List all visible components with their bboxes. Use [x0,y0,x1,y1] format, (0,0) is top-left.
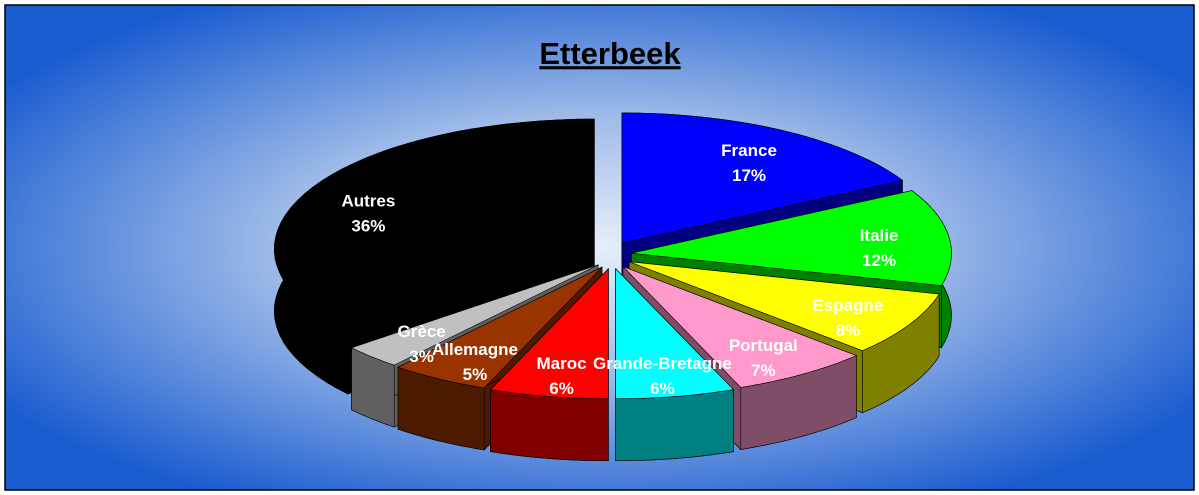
slice [621,112,904,244]
slice [489,268,609,400]
pie [273,112,952,462]
slice-value-label: 17% [732,166,766,185]
slice-label: Espagne [812,296,883,315]
slice-value-label: 12% [862,251,896,270]
slice-value-label: 3% [409,347,434,366]
slice [397,266,603,389]
slice [350,264,599,366]
slice-label: Italie [860,226,899,245]
slice [615,268,735,400]
slice-value-label: 6% [650,379,675,398]
slice-label: France [721,141,777,160]
slice [273,118,595,333]
slice-wall [490,389,609,462]
slice [622,266,858,388]
labels: France 17% Italie 12% Espagne 8% Portugal 7% Gra… [341,141,898,398]
slice-value-label: 36% [351,216,385,235]
slice-value-label: 5% [463,365,488,384]
slice-label: Grande-Bretagne [593,354,732,373]
chart-title: Etterbeek [539,36,681,71]
slice-value-label: 8% [836,321,861,340]
slice-label: Portugal [729,336,798,355]
slice-label: Maroc [537,354,587,373]
slice-value-label: 6% [549,379,574,398]
slice [631,190,952,286]
slice-label: Allemagne [432,340,518,359]
slice-label: Grèce [398,322,446,341]
slice-value-label: 7% [751,361,776,380]
slice-wall [615,389,734,462]
slice-label: Autres [341,191,395,210]
slice [629,261,940,352]
